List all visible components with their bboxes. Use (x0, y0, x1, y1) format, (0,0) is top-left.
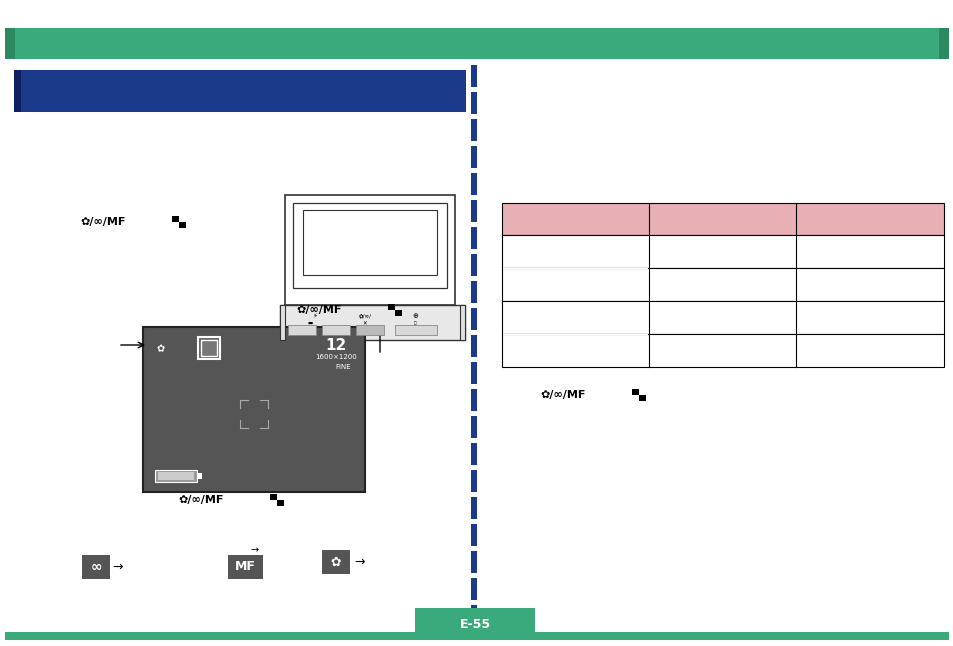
Bar (270, 494, 276, 500)
Bar (471, 416, 476, 438)
Bar (471, 65, 476, 87)
Bar (471, 200, 476, 222)
Bar (276, 500, 284, 506)
Bar (388, 304, 395, 310)
Text: →: → (251, 545, 259, 555)
Bar (501, 268, 943, 301)
Bar (5, 28, 948, 59)
Bar (471, 308, 476, 330)
Text: →: → (355, 556, 365, 568)
Bar (201, 340, 216, 356)
Bar (82, 555, 110, 579)
Bar (322, 550, 350, 574)
Text: E-55: E-55 (459, 618, 490, 630)
Bar (471, 254, 476, 276)
Bar (471, 92, 476, 114)
Bar (5, 632, 948, 640)
Bar (639, 395, 645, 401)
Bar (322, 325, 350, 335)
Bar (280, 305, 285, 340)
Bar (459, 305, 464, 340)
Text: 12: 12 (325, 337, 347, 353)
Bar (471, 389, 476, 411)
Text: ✕: ✕ (362, 321, 367, 326)
Bar (631, 389, 639, 395)
Bar (471, 335, 476, 357)
Text: ✿/∞/MF: ✿/∞/MF (178, 495, 223, 505)
Bar (471, 146, 476, 168)
Bar (14, 70, 465, 112)
Bar (502, 267, 647, 269)
Bar (280, 305, 464, 340)
Text: ✿/∞/: ✿/∞/ (358, 313, 371, 318)
Text: 🔒: 🔒 (414, 321, 416, 325)
Bar (471, 281, 476, 303)
Bar (14, 70, 21, 112)
Text: 1600×1200: 1600×1200 (314, 354, 356, 360)
Bar (501, 235, 943, 268)
Bar (501, 334, 943, 367)
Text: ⚡: ⚡ (313, 313, 317, 319)
Bar (471, 173, 476, 195)
Text: ✿/∞/MF: ✿/∞/MF (80, 217, 125, 227)
Bar (415, 608, 535, 640)
Bar (471, 470, 476, 492)
Bar (471, 227, 476, 249)
Bar (143, 327, 365, 492)
Bar (395, 310, 401, 316)
Bar (303, 210, 436, 275)
Text: ∞: ∞ (91, 560, 102, 574)
Text: ⊕: ⊕ (412, 313, 417, 319)
Bar (502, 333, 647, 335)
Text: ✿: ✿ (157, 344, 165, 354)
Text: ✿/∞/MF: ✿/∞/MF (539, 390, 585, 400)
Bar (471, 578, 476, 600)
Bar (395, 325, 436, 335)
Bar (471, 524, 476, 546)
Bar (5, 28, 15, 59)
Text: MF: MF (234, 561, 255, 574)
Bar (179, 222, 186, 228)
Bar (471, 551, 476, 573)
Bar (288, 325, 315, 335)
Bar (154, 470, 196, 482)
Bar (172, 216, 179, 222)
Text: ▬: ▬ (307, 321, 313, 326)
Bar (471, 605, 476, 627)
Bar (158, 472, 193, 480)
Text: →: → (112, 561, 123, 574)
Bar (471, 119, 476, 141)
Text: ✿/∞/MF: ✿/∞/MF (295, 305, 341, 315)
Bar (228, 555, 263, 579)
Bar (355, 325, 384, 335)
Bar (501, 203, 943, 235)
Bar (285, 195, 455, 305)
Bar (198, 337, 220, 359)
Bar (471, 497, 476, 519)
Bar (501, 301, 943, 334)
Bar (196, 473, 202, 479)
Bar (471, 443, 476, 465)
Text: ✿: ✿ (331, 556, 341, 568)
Bar (471, 362, 476, 384)
Bar (293, 203, 447, 288)
Text: FINE: FINE (335, 364, 351, 370)
Bar (938, 28, 948, 59)
